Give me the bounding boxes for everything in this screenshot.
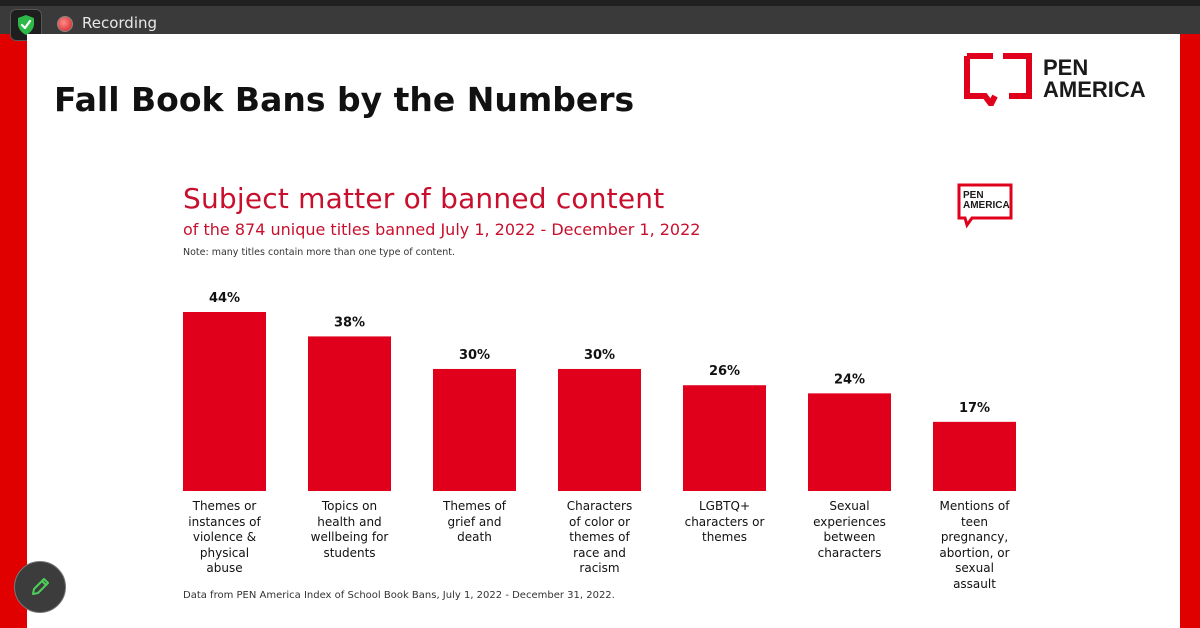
pencil-icon — [32, 578, 49, 595]
pen-america-logo-icon — [964, 53, 1032, 106]
category-label-line: death — [457, 530, 492, 544]
shield-check-icon[interactable] — [10, 9, 42, 41]
category-label-line: students — [323, 545, 376, 560]
bar-4 — [683, 385, 766, 491]
category-label-6: Mentions of teen pregnancy, abortion, or sex… — [920, 499, 1030, 592]
category-label-line: Mentions of — [939, 499, 1010, 513]
category-label-line: grief and — [447, 514, 502, 529]
category-label-1: Topics on health and wellbeing for students — [295, 499, 405, 561]
category-label-4: LGBTQ+ characters or themes — [670, 499, 780, 546]
bar-0 — [183, 312, 266, 491]
chart-title: Subject matter of banned content — [183, 182, 665, 215]
category-label-line: Themes or — [192, 499, 257, 513]
chart-note: Note: many titles contain more than one … — [183, 247, 456, 258]
category-label-line: wellbeing for — [310, 530, 389, 544]
edit-button[interactable] — [14, 561, 66, 613]
category-label-line: Topics on — [321, 499, 378, 513]
bar-1 — [308, 336, 391, 491]
category-label-line: abortion, or — [939, 545, 1010, 560]
logo-line-1: PEN — [1043, 55, 1089, 80]
category-label-line: health and — [317, 514, 382, 529]
value-label-1: 38% — [334, 315, 365, 330]
category-label-line: racism — [579, 561, 620, 575]
value-label-5: 24% — [834, 372, 865, 387]
category-label-line: Sexual — [829, 499, 870, 513]
category-label-0: Themes or instances of violence & physical a… — [170, 499, 280, 577]
category-label-5: Sexual experiences between characters — [795, 499, 905, 561]
category-label-line: characters — [817, 545, 882, 560]
value-label-4: 26% — [709, 364, 740, 379]
pen-america-logo-text: PEN AMERICA — [1043, 57, 1146, 101]
bar-2 — [433, 368, 516, 491]
small-logo-line-1: PEN — [963, 190, 984, 201]
value-label-2: 30% — [459, 348, 490, 363]
category-label-3: Characters of color or themes of race and ra… — [545, 499, 655, 577]
pen-america-small-logo-icon — [957, 183, 1013, 229]
category-label-line: Characters — [566, 499, 633, 513]
category-label-line: assault — [953, 576, 996, 591]
category-label-line: themes — [701, 530, 748, 544]
category-label-2: Themes of grief and death — [420, 499, 530, 546]
small-logo-line-2: AMERICA — [963, 200, 1010, 211]
record-dot-icon[interactable] — [57, 16, 73, 32]
recording-toolbar — [0, 0, 1200, 34]
category-label-line: teen — [960, 514, 989, 529]
category-label-line: physical — [199, 545, 250, 560]
toolbar-top-strip — [0, 0, 1200, 6]
category-label-line: between — [823, 530, 876, 544]
recording-label: Recording — [82, 14, 158, 32]
value-label-3: 30% — [584, 348, 615, 363]
category-label-line: sexual — [955, 561, 994, 575]
chart-source: Data from PEN America Index of School Bo… — [183, 590, 615, 601]
bar-3 — [558, 368, 641, 491]
category-label-line: of color or — [568, 514, 631, 529]
bar-5 — [808, 393, 891, 491]
bar-chart: 44% 38% 30% 30% 26% 24% 17% — [183, 291, 1016, 491]
category-label-line: Themes of — [442, 499, 507, 513]
value-label-6: 17% — [959, 401, 990, 416]
chart-subtitle: of the 874 unique titles banned July 1, … — [183, 220, 701, 239]
category-label-line: LGBTQ+ — [698, 499, 751, 513]
category-label-line: violence & — [192, 530, 257, 544]
category-label-line: race and — [573, 545, 626, 560]
category-label-line: abuse — [206, 561, 243, 575]
category-label-line: characters or — [684, 514, 765, 529]
category-label-line: pregnancy, — [940, 530, 1009, 544]
category-label-line: instances of — [188, 514, 261, 529]
logo-line-2: AMERICA — [1043, 77, 1146, 102]
category-label-line: themes of — [569, 530, 630, 544]
category-label-line: experiences — [813, 514, 886, 529]
presentation-slide: Fall Book Bans by the Numbers PEN AMERIC… — [27, 34, 1180, 628]
value-label-0: 44% — [209, 291, 240, 306]
bar-6 — [933, 421, 1016, 491]
pen-america-small-logo-text: PEN AMERICA — [963, 191, 1010, 211]
slide-title: Fall Book Bans by the Numbers — [54, 80, 635, 119]
